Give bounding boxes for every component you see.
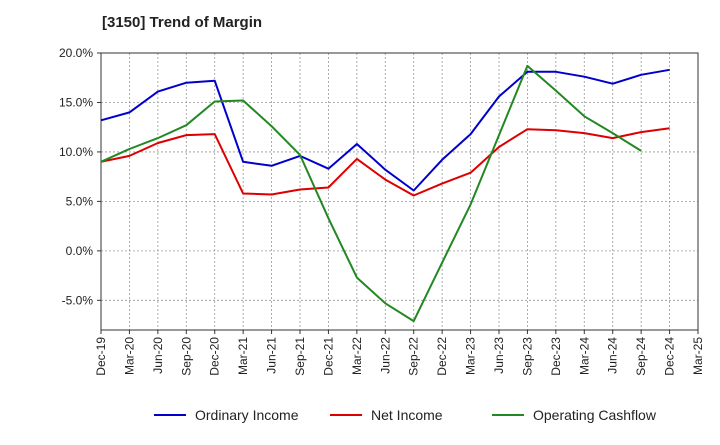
x-axis: Dec-19 Mar-20 Jun-20 Sep-20 Dec-20 Mar-21 Jun-…: [94, 330, 705, 376]
x-tick-label: Jun-20: [151, 337, 165, 374]
x-tick-label: Sep-20: [179, 337, 193, 376]
y-tick-label: 10.0%: [59, 145, 93, 159]
x-tick-label: Dec-21: [321, 337, 335, 376]
series-line-operating-cashflow: [100, 64, 642, 323]
x-tick-label: Dec-20: [208, 337, 222, 376]
y-tick-label: -5.0%: [62, 293, 94, 307]
x-tick-label: Mar-23: [464, 337, 478, 375]
legend-label-operating-cashflow: Operating Cashflow: [533, 407, 657, 423]
chart-title: [3150] Trend of Margin: [102, 14, 263, 31]
x-tick-label: Dec-23: [549, 337, 563, 376]
series-line-net-income: [100, 127, 670, 197]
y-axis: -5.0% 0.0% 5.0% 10.0% 15.0% 20.0%: [59, 46, 101, 307]
x-tick-label: Jun-24: [606, 337, 620, 374]
series: [100, 64, 670, 323]
plot-area: [101, 53, 698, 330]
legend: Ordinary Income Net Income Operating Cashf…: [154, 407, 657, 423]
legend-label-ordinary-income: Ordinary Income: [195, 407, 299, 423]
legend-label-net-income: Net Income: [371, 407, 443, 423]
y-tick-label: 0.0%: [66, 244, 94, 258]
x-tick-label: Sep-22: [407, 337, 421, 376]
x-tick-label: Jun-21: [265, 337, 279, 374]
x-tick-label: Sep-24: [634, 337, 648, 376]
x-tick-label: Mar-24: [577, 337, 591, 375]
x-tick-label: Dec-19: [94, 337, 108, 376]
x-tick-label: Dec-22: [435, 337, 449, 376]
series-line-ordinary-income: [100, 68, 670, 192]
x-tick-label: Jun-23: [492, 337, 506, 374]
x-tick-label: Mar-20: [122, 337, 136, 375]
x-tick-label: Sep-23: [520, 337, 534, 376]
plot-border: [100, 52, 699, 331]
x-tick-label: Mar-22: [350, 337, 364, 375]
x-tick-label: Mar-25: [691, 337, 705, 375]
y-tick-label: 15.0%: [59, 95, 93, 109]
x-tick-label: Jun-22: [378, 337, 392, 374]
x-tick-label: Mar-21: [236, 337, 250, 375]
y-tick-label: 20.0%: [59, 46, 93, 60]
x-tick-label: Dec-24: [663, 337, 677, 376]
x-tick-label: Sep-21: [293, 337, 307, 376]
y-tick-label: 5.0%: [66, 194, 94, 208]
